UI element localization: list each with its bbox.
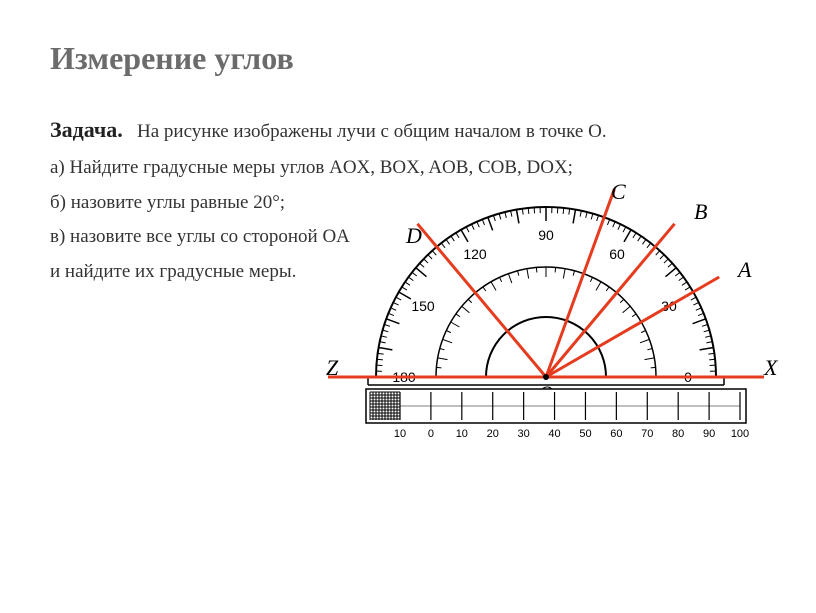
ruler-label: 0 xyxy=(428,428,434,440)
tick-label: 120 xyxy=(463,246,487,262)
tick-label: 150 xyxy=(411,298,435,314)
ruler-label: 50 xyxy=(579,428,591,440)
ruler-label: 20 xyxy=(487,428,499,440)
ray-label-A: A xyxy=(736,257,752,282)
ray-label-D: D xyxy=(405,223,422,248)
ruler-label: 80 xyxy=(672,428,684,440)
ruler-label: 100 xyxy=(731,428,749,440)
ray-label-C: C xyxy=(611,179,626,204)
ruler-label: 10 xyxy=(456,428,468,440)
tick-label: 60 xyxy=(609,246,625,262)
task-label: Задача. xyxy=(50,117,123,142)
ruler-label: 70 xyxy=(641,428,653,440)
ruler-label: 60 xyxy=(610,428,622,440)
task-intro-line: Задача. На рисунке изображены лучи с общ… xyxy=(50,117,766,143)
ruler-label: 30 xyxy=(518,428,530,440)
task-intro-text: На рисунке изображены лучи с общим начал… xyxy=(137,121,607,142)
ray-label-B: B xyxy=(694,199,707,224)
protractor-diagram: 0306090120150180XABCDZO10010203040506070… xyxy=(306,177,786,487)
page-title: Измерение углов xyxy=(50,40,766,77)
tick-label: 90 xyxy=(538,227,554,243)
ray-label-Z: Z xyxy=(326,355,339,380)
ruler-label: 10 xyxy=(394,428,406,440)
ruler-label: 90 xyxy=(703,428,715,440)
content: Задача. На рисунке изображены лучи с общ… xyxy=(50,117,766,285)
ruler-label: 40 xyxy=(548,428,560,440)
ray-label-X: X xyxy=(763,355,779,380)
